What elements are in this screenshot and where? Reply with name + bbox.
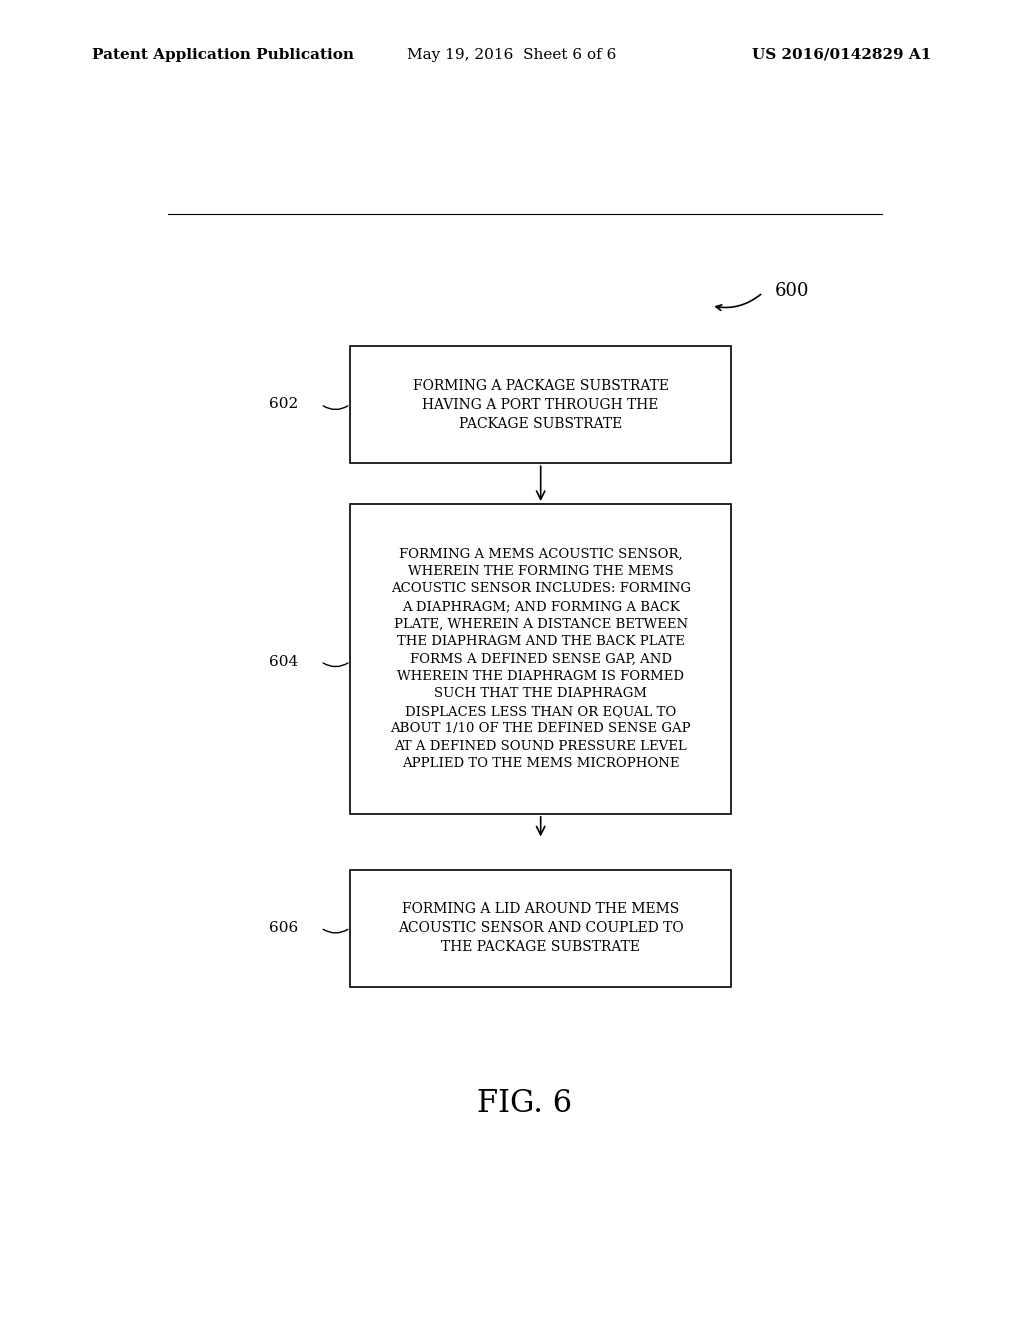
Text: 602: 602 [269,397,299,412]
Text: FORMING A MEMS ACOUSTIC SENSOR,
WHEREIN THE FORMING THE MEMS
ACOUSTIC SENSOR INC: FORMING A MEMS ACOUSTIC SENSOR, WHEREIN … [390,548,691,771]
Text: FORMING A LID AROUND THE MEMS
ACOUSTIC SENSOR AND COUPLED TO
THE PACKAGE SUBSTRA: FORMING A LID AROUND THE MEMS ACOUSTIC S… [398,903,683,954]
Bar [350,504,731,814]
Text: 604: 604 [269,655,299,668]
Text: 600: 600 [775,281,809,300]
Text: 606: 606 [269,921,299,935]
Bar [350,870,731,987]
Bar [350,346,731,463]
Text: FORMING A PACKAGE SUBSTRATE
HAVING A PORT THROUGH THE
PACKAGE SUBSTRATE: FORMING A PACKAGE SUBSTRATE HAVING A POR… [413,379,669,430]
Text: May 19, 2016  Sheet 6 of 6: May 19, 2016 Sheet 6 of 6 [408,48,616,62]
Text: Patent Application Publication: Patent Application Publication [92,48,354,62]
Text: US 2016/0142829 A1: US 2016/0142829 A1 [753,48,932,62]
Text: FIG. 6: FIG. 6 [477,1088,572,1119]
